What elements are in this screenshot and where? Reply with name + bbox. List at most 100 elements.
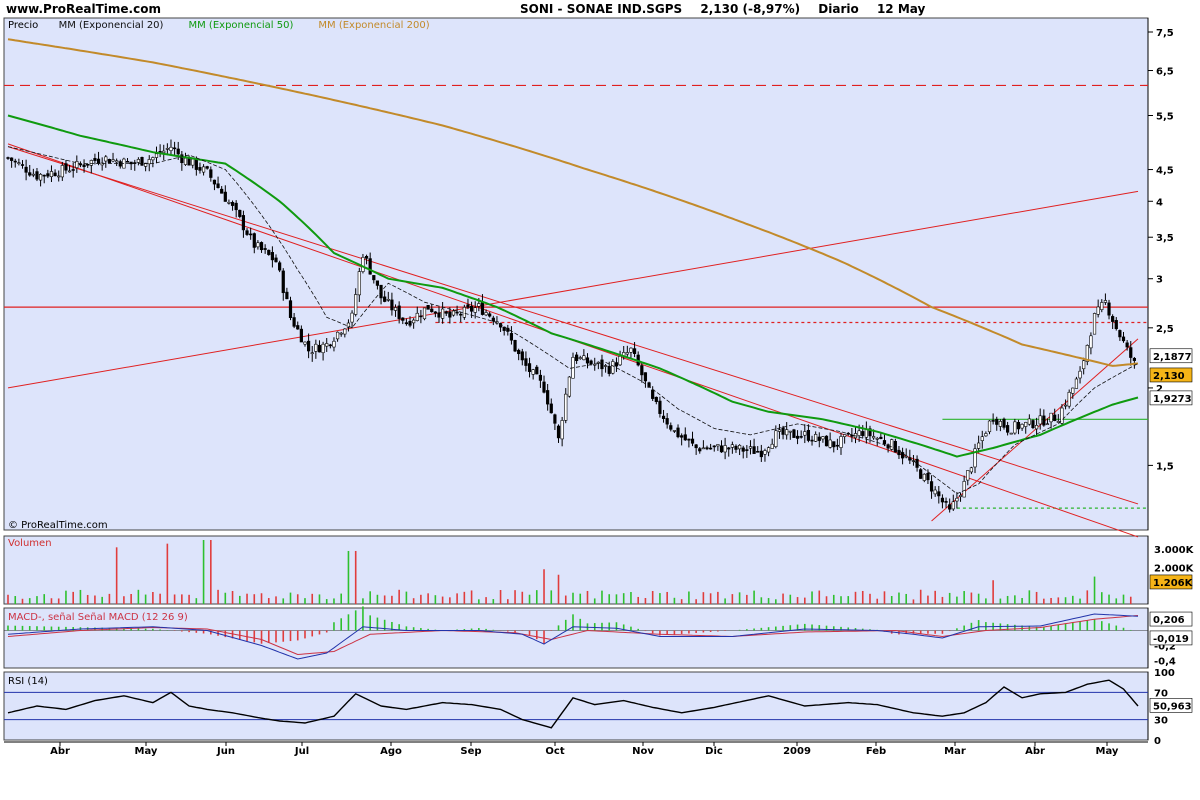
- candle-body: [835, 444, 839, 447]
- candle-body: [1132, 357, 1136, 361]
- candle-body: [64, 163, 68, 171]
- candle-body: [538, 374, 543, 381]
- candle-body: [296, 325, 300, 330]
- candle-body: [998, 421, 1002, 427]
- price-tick-label-7: 2,5: [1156, 324, 1174, 335]
- candle-body: [705, 447, 709, 450]
- candle-body: [995, 418, 999, 425]
- candle-body: [191, 158, 195, 166]
- candle-body: [383, 296, 387, 302]
- ema20-value-box: [1149, 348, 1193, 364]
- candle-body: [1049, 412, 1053, 423]
- volume-last-value: 1.206K: [1153, 578, 1194, 589]
- candle-body: [412, 319, 416, 324]
- candle-body: [723, 445, 727, 453]
- candle-body: [607, 366, 611, 374]
- price-tick-label-4: 4: [1156, 197, 1163, 208]
- candle-body: [575, 354, 579, 361]
- candle-body: [6, 157, 10, 159]
- candle-body: [788, 430, 792, 433]
- candle-body: [879, 436, 883, 439]
- candle-body: [966, 470, 970, 481]
- candle-body: [147, 159, 151, 165]
- candle-body: [759, 450, 763, 458]
- candle-body: [393, 307, 398, 311]
- x-label-Abr: Abr: [1025, 746, 1045, 757]
- candle-body: [832, 441, 836, 448]
- x-label-May: May: [1096, 746, 1119, 757]
- candle-body: [944, 501, 948, 503]
- candle-body: [709, 447, 713, 450]
- candle-body: [596, 361, 600, 364]
- candle-body: [893, 440, 897, 453]
- candle-body: [397, 305, 401, 319]
- candle-body: [75, 161, 79, 169]
- candle-body: [669, 425, 673, 430]
- candle-body: [1034, 425, 1039, 430]
- candle-body: [980, 436, 984, 441]
- candle-body: [230, 202, 235, 206]
- rsi-value: 50,963: [1153, 701, 1192, 712]
- candle-body: [969, 467, 973, 473]
- macd-value-box: [1149, 611, 1193, 627]
- candle-body: [325, 343, 329, 347]
- candle-body: [752, 446, 756, 454]
- candle-body: [542, 381, 546, 393]
- candle-body: [643, 372, 648, 382]
- candle-body: [390, 299, 394, 311]
- macd-label: MACD-, señal Señal MACD (12 26 9): [8, 612, 188, 623]
- candle-body: [792, 429, 796, 438]
- candle-body: [900, 452, 905, 459]
- candle-body: [850, 434, 854, 437]
- site-name[interactable]: www.ProRealTime.com: [6, 2, 161, 16]
- candle-body: [564, 393, 568, 421]
- candle-body: [589, 360, 593, 365]
- ema50-line: [7, 114, 1139, 458]
- candle-body: [535, 366, 539, 375]
- date-label: 12 May: [876, 2, 926, 16]
- candle-body: [882, 440, 887, 445]
- candle-body: [1016, 421, 1021, 430]
- last-price-value-box: [1149, 367, 1193, 383]
- candle-body: [259, 242, 264, 251]
- candle-body: [861, 431, 865, 436]
- candle-body: [632, 348, 637, 354]
- candle-body: [285, 291, 289, 300]
- candle-body: [256, 242, 260, 248]
- candle-body: [958, 495, 963, 497]
- candle-body: [857, 430, 861, 436]
- candle-body: [1071, 387, 1075, 394]
- candle-body: [973, 448, 977, 468]
- candle-body: [839, 436, 843, 448]
- candle-body: [321, 343, 325, 354]
- trend-line-2: [7, 190, 1139, 389]
- candle-body: [665, 418, 669, 425]
- chart-headline: SONI - SONAE IND.SGPS 2,130 (-8,97%) Dia…: [520, 2, 939, 16]
- header-bar: www.ProRealTime.com SONI - SONAE IND.SGP…: [0, 0, 1200, 18]
- x-label-Jun: Jun: [216, 746, 235, 757]
- x-label-Nov: Nov: [632, 746, 654, 757]
- candle-body: [585, 357, 590, 364]
- candle-body: [828, 439, 832, 448]
- candle-body: [227, 202, 231, 204]
- candle-body: [115, 160, 119, 163]
- candle-body: [205, 166, 209, 169]
- candle-body: [1085, 345, 1089, 362]
- candle-body: [745, 449, 749, 451]
- candle-body: [125, 160, 130, 163]
- candle-body: [553, 414, 557, 424]
- volume-last-value-box: [1149, 574, 1193, 590]
- candle-body: [1092, 313, 1097, 335]
- candle-body: [252, 233, 256, 248]
- candle-body: [484, 312, 488, 316]
- x-label-2009: 2009: [783, 746, 811, 757]
- candle-body: [212, 179, 217, 185]
- macd-line: [7, 613, 1139, 660]
- candle-body: [618, 355, 622, 366]
- candle-body: [727, 447, 731, 450]
- candle-body: [875, 437, 879, 440]
- candle-body: [343, 328, 347, 335]
- candle-body: [42, 174, 46, 177]
- candle-body: [53, 172, 57, 177]
